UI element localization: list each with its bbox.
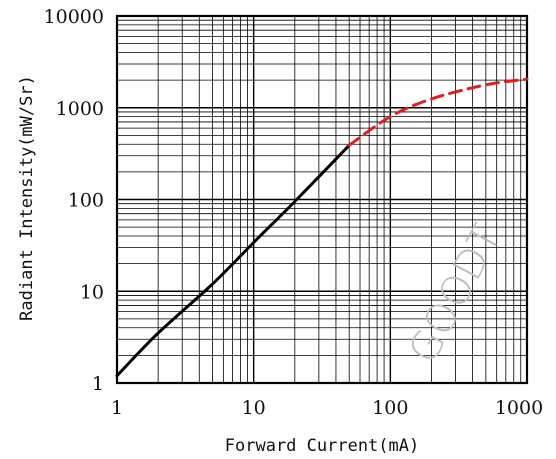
y-tick-label: 100	[68, 190, 104, 212]
series-layer	[115, 77, 529, 378]
plot-frame	[115, 14, 529, 385]
y-tick-label: 1000	[56, 98, 104, 120]
x-tick-label: 1000	[495, 397, 543, 419]
y-tick-label: 1	[92, 373, 104, 395]
x-tick-labels: 1 10 100 1000	[111, 397, 543, 419]
x-tick-label: 100	[372, 397, 408, 419]
x-axis-title: Forward Current(mA)	[225, 436, 419, 456]
x-tick-label: 10	[242, 397, 266, 419]
y-axis-title: Radiant Intensity(mW/Sr)	[17, 75, 37, 321]
y-tick-label: 10	[80, 281, 104, 303]
y-tick-label: 10000	[44, 6, 104, 28]
x-tick-label: 1	[111, 397, 123, 419]
series-line-dashed	[347, 77, 529, 147]
y-tick-labels: 1 10 100 1000 10000	[44, 6, 104, 395]
series-line-solid	[115, 143, 351, 378]
